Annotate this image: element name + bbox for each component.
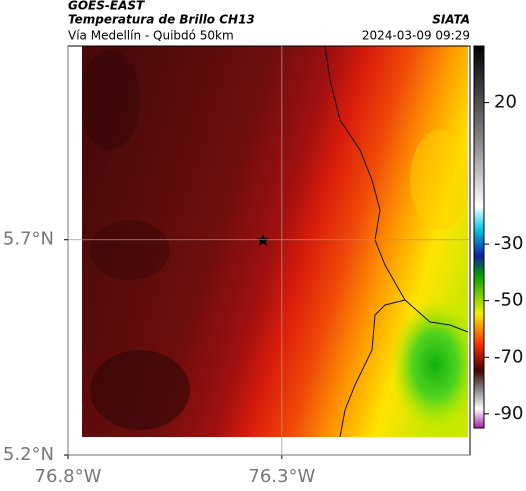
y-tick-label: 5.2°N: [3, 444, 54, 465]
route: Vía Medellín - Quibdó 50km: [68, 29, 234, 43]
colorbar-label: -50: [494, 290, 523, 311]
temperature-field: [82, 46, 468, 437]
colorbar-label: -30: [494, 233, 523, 254]
title: GOES-EAST: [68, 0, 145, 13]
subtitle: Temperatura de Brillo CH13: [68, 13, 255, 27]
y-tick-label: 5.7°N: [3, 229, 54, 250]
colorbar-label: -70: [494, 346, 523, 367]
x-tick-label: 76.8°W: [35, 466, 102, 487]
x-tick-label: 76.3°W: [248, 466, 315, 487]
source: SIATA: [432, 13, 470, 27]
colorbar: [473, 45, 485, 429]
timestamp: 2024-03-09 09:29: [362, 29, 470, 43]
colorbar-label: -90: [494, 403, 523, 424]
colorbar-label: 20: [494, 92, 517, 113]
border: [324, 45, 469, 438]
